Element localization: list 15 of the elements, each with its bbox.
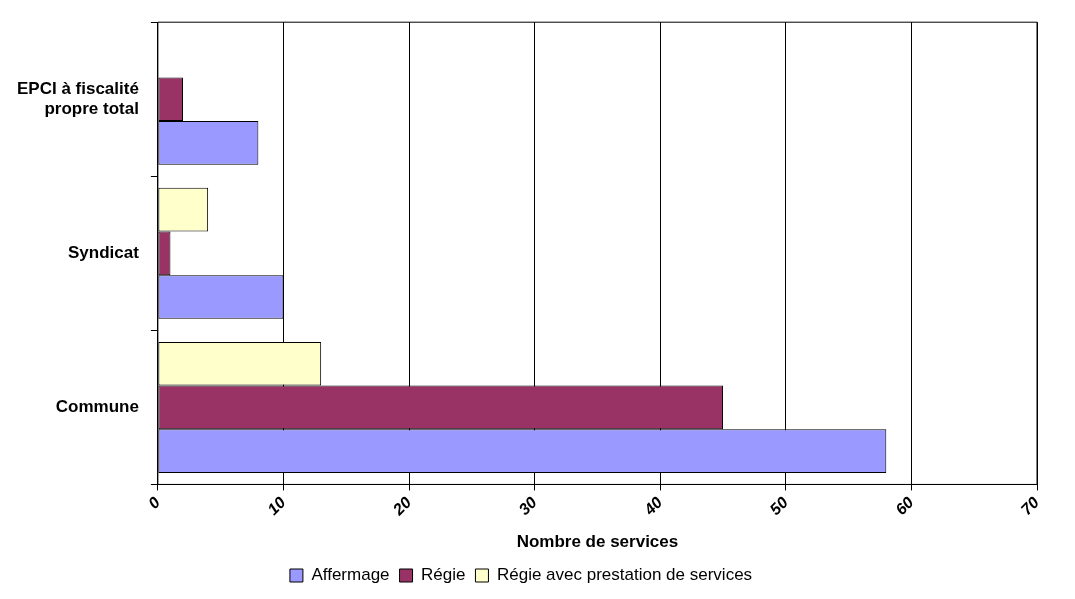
x-tick-label: 0: [144, 493, 164, 512]
x-tick-label: 10: [264, 493, 289, 519]
x-tick-label: 40: [640, 493, 666, 519]
x-tick-label: 60: [892, 493, 917, 519]
y-tick-label: Commune: [55, 397, 139, 417]
x-axis-title: Nombre de services: [516, 532, 679, 552]
y-tick-label: Syndicat: [68, 243, 140, 263]
y-tick-label: EPCI à fiscalité propre total: [17, 78, 139, 119]
legend-label: Régie avec prestation de services: [496, 565, 753, 585]
x-tick-label: 30: [515, 493, 540, 519]
x-tick-label: 20: [388, 493, 415, 519]
x-tick-label: 70: [1017, 493, 1043, 519]
legend-label: Régie: [421, 565, 466, 585]
x-tick-label: 50: [766, 493, 792, 519]
legend-label: Affermage: [311, 565, 390, 585]
